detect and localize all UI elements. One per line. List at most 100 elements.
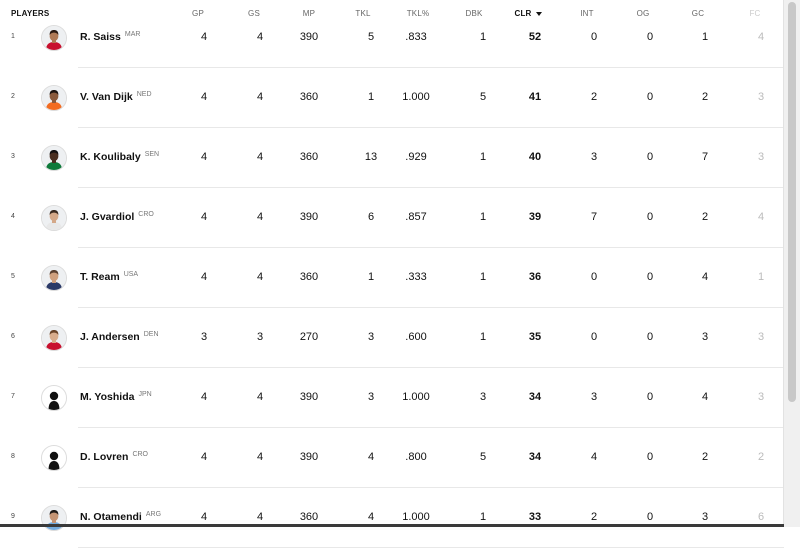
- table-row[interactable]: 4 J. Gvardiol CRO 4 4 390 6 .857 1 39 7 0 2 4: [0, 188, 784, 248]
- cell-tkl-pct: 1.000: [402, 511, 430, 523]
- avatar-placeholder-icon[interactable]: [41, 445, 67, 471]
- cell-gc: 2: [701, 451, 709, 463]
- col-header-gc[interactable]: GC: [691, 9, 705, 18]
- scrollbar-thumb[interactable]: [788, 2, 796, 402]
- table-row[interactable]: 1 R. Saiss MAR 4 4 390 5 .833 1 52 0 0 1 4: [0, 8, 784, 68]
- cell-tkl: 3: [367, 391, 375, 403]
- cell-fc: 3: [757, 391, 765, 403]
- table-row[interactable]: 8 D. Lovren CRO 4 4 390 4 .800 5 34 4 0 2 2: [0, 428, 784, 488]
- cell-dbk: 1: [479, 271, 487, 283]
- table-header: PLAYERS GP GS MP TKL TKL% DBK CLR INT OG…: [0, 0, 784, 26]
- player-name-link[interactable]: J. Andersen DEN: [80, 331, 159, 343]
- player-name: D. Lovren: [80, 451, 129, 463]
- cell-gc: 2: [701, 91, 709, 103]
- bottom-edge: [0, 524, 784, 527]
- player-name-link[interactable]: V. Van Dijk NED: [80, 91, 152, 103]
- cell-tkl-pct: .857: [405, 211, 427, 223]
- cell-gs: 4: [256, 91, 264, 103]
- cell-gs: 4: [256, 151, 264, 163]
- cell-clr: 39: [528, 211, 542, 223]
- cell-tkl-pct: .929: [405, 151, 427, 163]
- cell-og: 0: [646, 91, 654, 103]
- cell-int: 3: [590, 391, 598, 403]
- cell-gp: 4: [200, 91, 208, 103]
- player-avatar[interactable]: [41, 265, 67, 291]
- row-rank: 2: [11, 93, 15, 100]
- table-row[interactable]: 9 N. Otamendi ARG 4 4 360 4 1.000 1 33 2 0 3 6: [0, 488, 784, 548]
- player-name-link[interactable]: J. Gvardiol CRO: [80, 211, 154, 223]
- cell-tkl: 3: [367, 331, 375, 343]
- cell-fc: 3: [757, 151, 765, 163]
- row-divider: [78, 187, 784, 188]
- cell-gs: 4: [256, 451, 264, 463]
- cell-gs: 4: [256, 511, 264, 523]
- row-divider: [78, 307, 784, 308]
- col-header-fc[interactable]: FC: [749, 9, 761, 18]
- col-header-clr[interactable]: CLR: [508, 9, 548, 18]
- player-avatar[interactable]: [41, 25, 67, 51]
- cell-og: 0: [646, 31, 654, 43]
- cell-gc: 3: [701, 331, 709, 343]
- cell-gp: 4: [200, 151, 208, 163]
- col-header-mp[interactable]: MP: [302, 9, 316, 18]
- table-row[interactable]: 7 M. Yoshida JPN 4 4 390 3 1.000 3 34 3 0 4 3: [0, 368, 784, 428]
- cell-fc: 4: [757, 31, 765, 43]
- player-country: USA: [123, 271, 139, 278]
- cell-mp: 390: [299, 31, 319, 43]
- table-row[interactable]: 6 J. Andersen DEN 3 3 270 3 .600 1 35 0 0 3 3: [0, 308, 784, 368]
- cell-dbk: 1: [479, 151, 487, 163]
- cell-tkl-pct: .600: [405, 331, 427, 343]
- col-header-tkl[interactable]: TKL: [355, 9, 371, 18]
- player-name-link[interactable]: N. Otamendi ARG: [80, 511, 161, 523]
- cell-gs: 3: [256, 331, 264, 343]
- cell-dbk: 5: [479, 91, 487, 103]
- player-avatar[interactable]: [41, 85, 67, 111]
- player-avatar[interactable]: [41, 505, 67, 531]
- cell-clr: 41: [528, 91, 542, 103]
- cell-mp: 360: [299, 91, 319, 103]
- row-divider: [78, 247, 784, 248]
- cell-clr: 40: [528, 151, 542, 163]
- avatar-placeholder-icon[interactable]: [41, 385, 67, 411]
- cell-og: 0: [646, 391, 654, 403]
- player-name-link[interactable]: T. Ream USA: [80, 271, 138, 283]
- col-header-tkl-pct[interactable]: TKL%: [406, 9, 430, 18]
- vertical-scrollbar[interactable]: [783, 0, 800, 527]
- player-name-link[interactable]: M. Yoshida JPN: [80, 391, 152, 403]
- cell-tkl: 4: [367, 511, 375, 523]
- player-name-link[interactable]: R. Saiss MAR: [80, 31, 140, 43]
- player-avatar[interactable]: [41, 325, 67, 351]
- col-header-gs[interactable]: GS: [248, 9, 260, 18]
- cell-gp: 4: [200, 31, 208, 43]
- cell-tkl: 5: [367, 31, 375, 43]
- table-row[interactable]: 5 T. Ream USA 4 4 360 1.333 1 36 0 0 4 1: [0, 248, 784, 308]
- player-country: MAR: [124, 31, 141, 38]
- player-country: CRO: [132, 451, 148, 458]
- cell-clr: 33: [528, 511, 542, 523]
- col-header-dbk[interactable]: DBK: [465, 9, 483, 18]
- player-name-link[interactable]: K. Koulibaly SEN: [80, 151, 159, 163]
- col-header-og[interactable]: OG: [636, 9, 650, 18]
- cell-og: 0: [646, 271, 654, 283]
- cell-fc: 1: [757, 271, 765, 283]
- row-rank: 8: [11, 453, 15, 460]
- cell-mp: 360: [299, 271, 319, 283]
- cell-fc: 2: [757, 451, 765, 463]
- cell-fc: 6: [757, 511, 765, 523]
- cell-gc: 4: [701, 271, 709, 283]
- table-row[interactable]: 3 K. Koulibaly SEN 4 4 360 13 .929 1 40 3 0 7 3: [0, 128, 784, 188]
- player-avatar[interactable]: [41, 205, 67, 231]
- cell-mp: 360: [299, 151, 319, 163]
- col-header-int[interactable]: INT: [580, 9, 594, 18]
- cell-gc: 2: [701, 211, 709, 223]
- cell-tkl: 1: [367, 271, 375, 283]
- player-avatar[interactable]: [41, 145, 67, 171]
- col-header-gp[interactable]: GP: [192, 9, 204, 18]
- cell-clr: 34: [528, 391, 542, 403]
- player-name-link[interactable]: D. Lovren CRO: [80, 451, 148, 463]
- cell-og: 0: [646, 211, 654, 223]
- col-header-players[interactable]: PLAYERS: [11, 9, 50, 18]
- cell-clr: 35: [528, 331, 542, 343]
- table-row[interactable]: 2 V. Van Dijk NED 4 4 360 1 1.000 5 41 2 0 2 3: [0, 68, 784, 128]
- row-rank: 9: [11, 513, 15, 520]
